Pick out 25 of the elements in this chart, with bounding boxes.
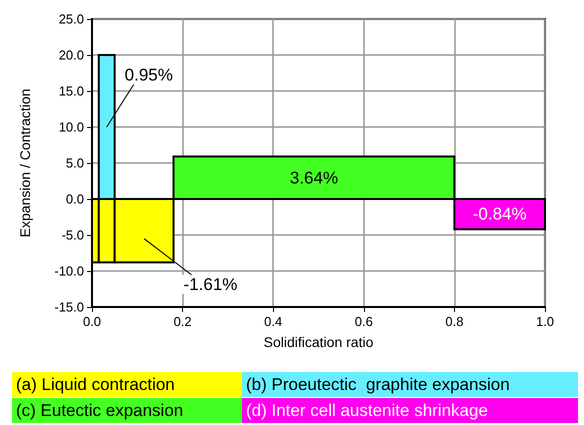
annotation: -0.84% — [472, 204, 527, 224]
text: (a) Liquid contraction — [16, 375, 175, 394]
x-tick-label: 0.0 — [82, 314, 102, 329]
y-tick-label: -10.0 — [54, 264, 84, 278]
text: (b) Proeutectic graphite expansion — [246, 375, 510, 394]
text: (d) Inter cell austenite shrinkage — [246, 401, 488, 420]
y-axis-title: Expansion / Contraction — [17, 88, 33, 238]
text: (c) Eutectic expansion — [16, 401, 184, 420]
y-tick-label: 20.0 — [58, 48, 84, 62]
x-tick-label: 0.4 — [264, 314, 282, 329]
annotation: 3.64% — [290, 168, 338, 188]
y-tick-label: 5.0 — [66, 156, 84, 170]
x-tick-label: 1.0 — [536, 314, 554, 329]
y-tick-label: 10.0 — [58, 120, 84, 134]
x-tick-label: 0.6 — [354, 314, 373, 329]
y-tick-label: 25.0 — [58, 12, 84, 26]
x-tick-label: 0.2 — [174, 314, 192, 329]
y-tick-label: -5.0 — [62, 228, 84, 242]
y-tick-label: -15.0 — [54, 300, 84, 314]
x-axis-title: Solidification ratio — [264, 334, 374, 350]
annotation: 0.95% — [124, 66, 173, 84]
x-tick-label: 0.8 — [445, 314, 464, 329]
annotation: -1.61% — [184, 274, 238, 294]
y-tick-label: 15.0 — [58, 84, 84, 98]
y-tick-label: 0.0 — [66, 192, 84, 206]
